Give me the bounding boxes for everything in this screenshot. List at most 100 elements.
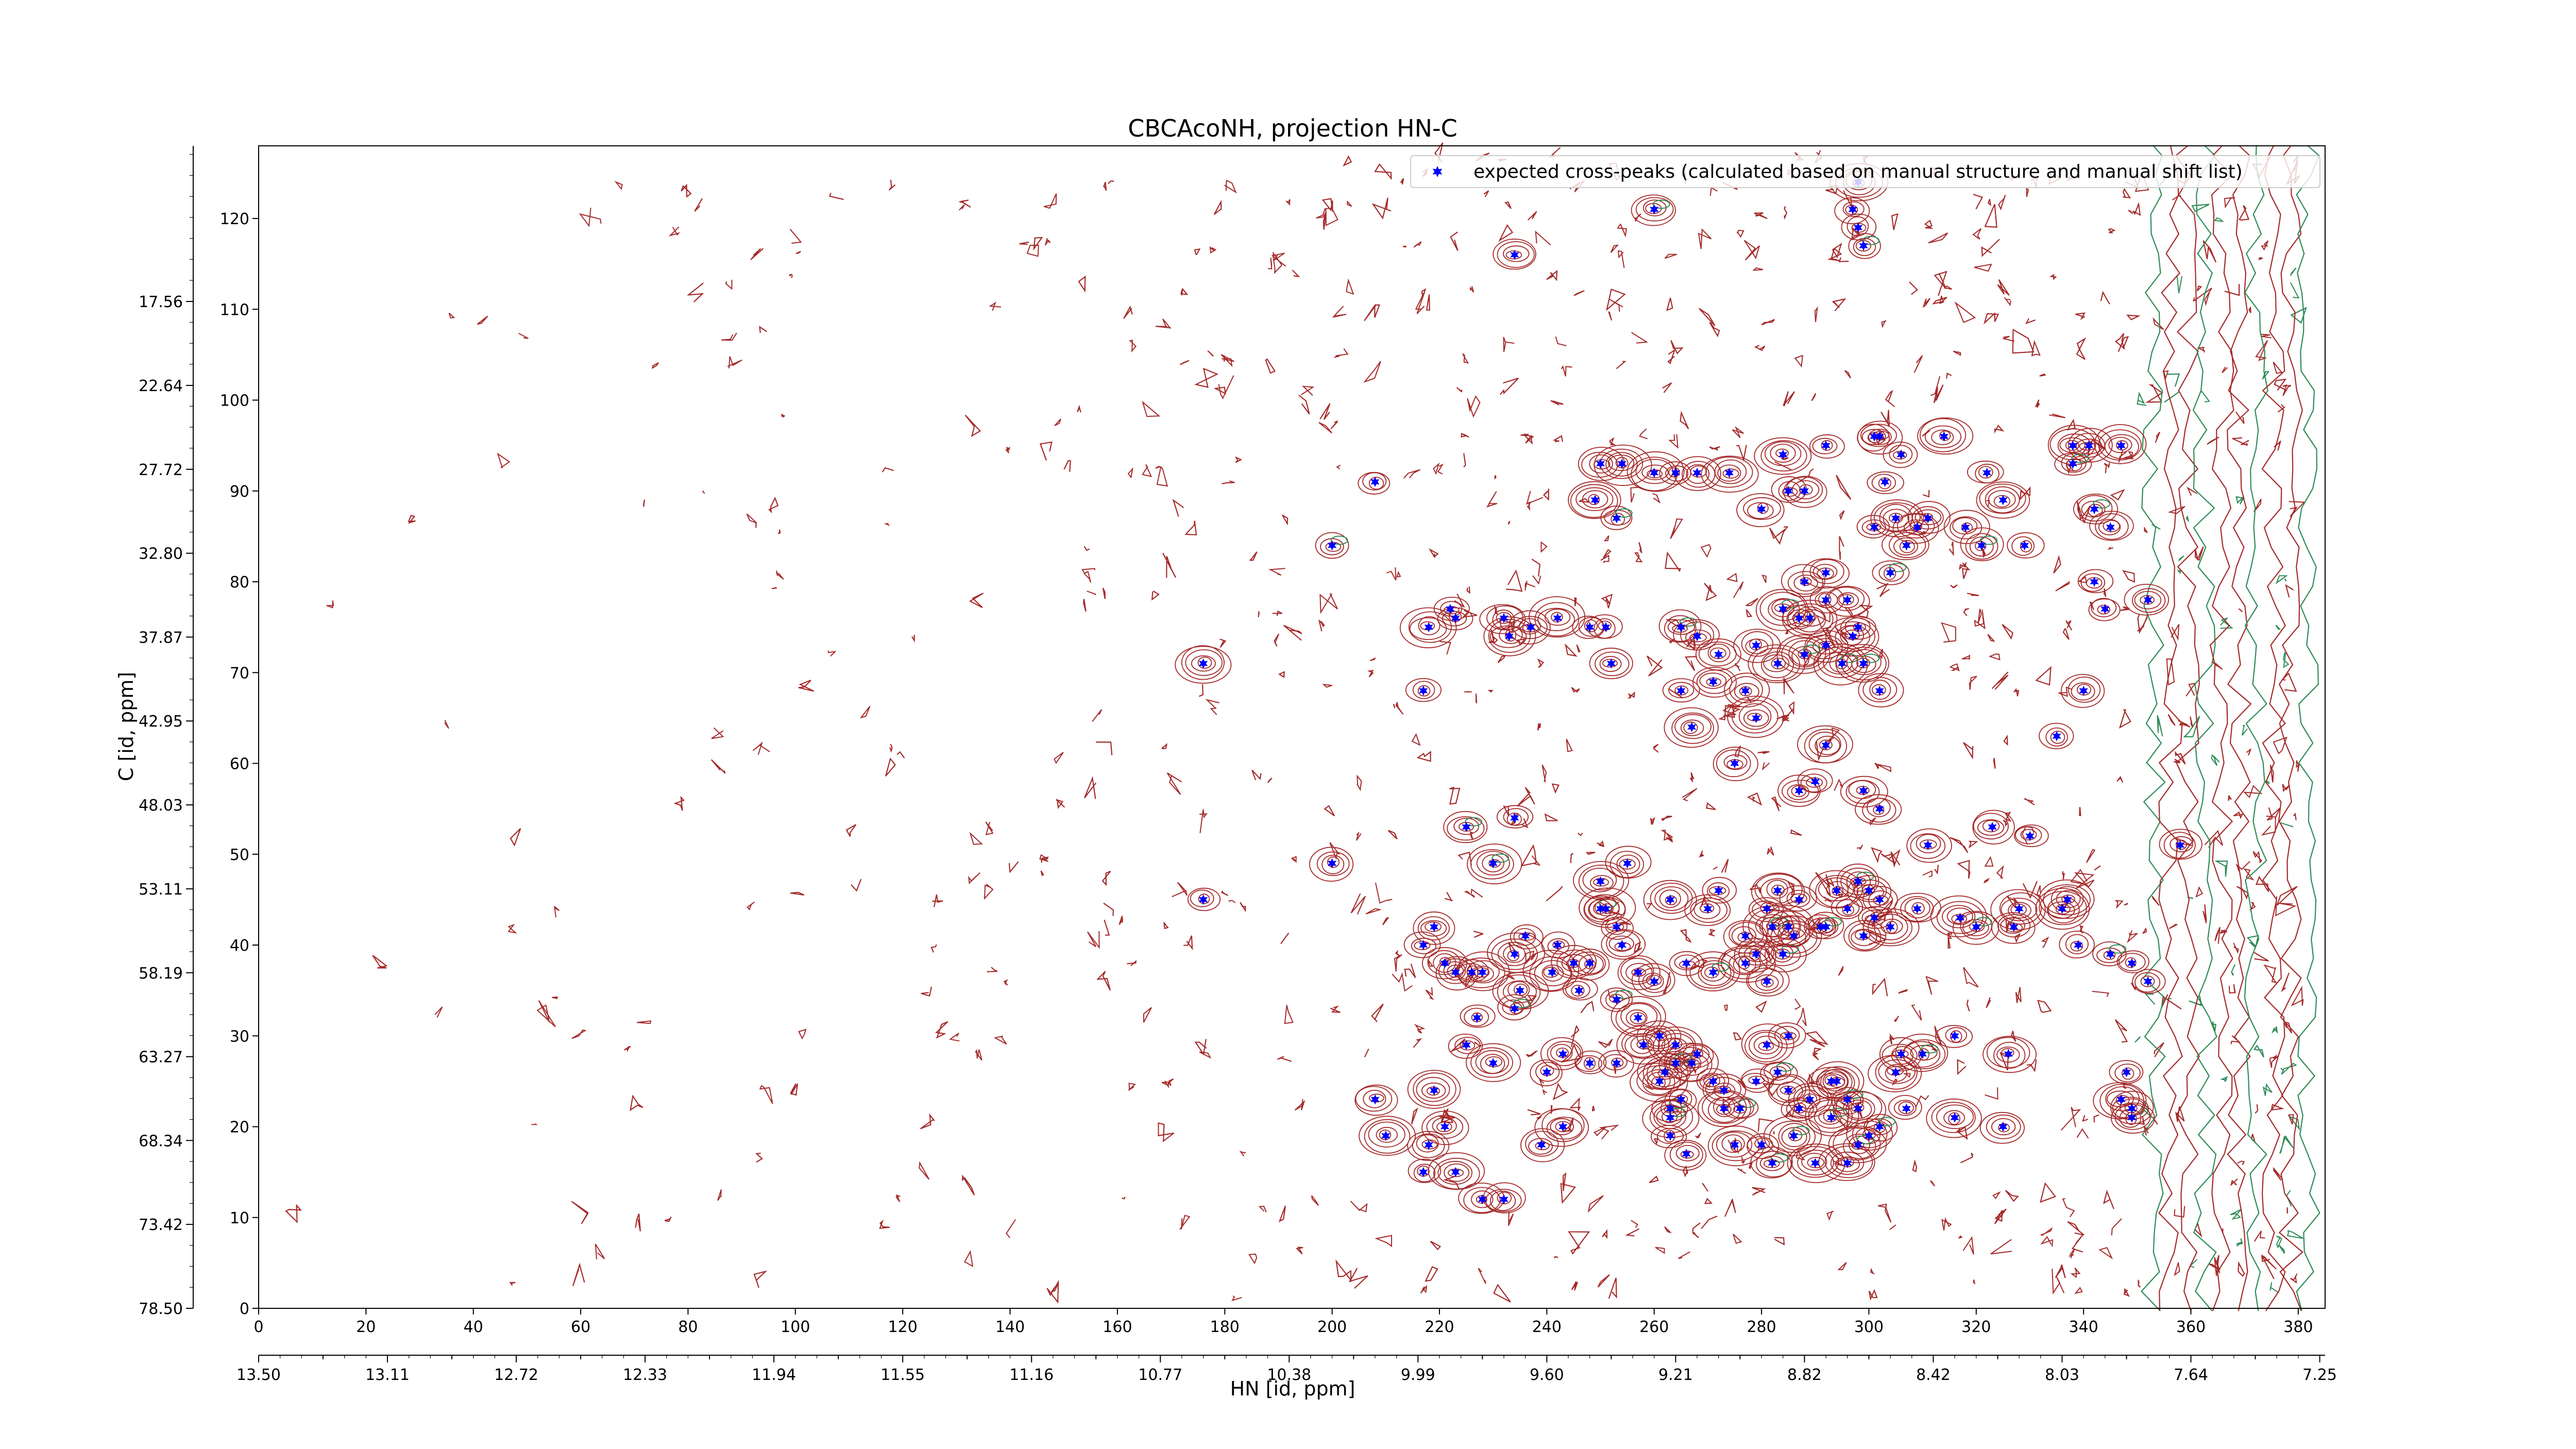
cross-peak-point	[1633, 1013, 1643, 1023]
noise-contour	[959, 204, 965, 211]
cross-peak-point	[1692, 1049, 1702, 1059]
cross-peak-point	[1510, 949, 1519, 959]
peak-contour	[2175, 839, 2187, 850]
peak-contour	[1770, 944, 1794, 963]
noise-contour	[1891, 213, 1899, 230]
peak-contour	[1698, 641, 1737, 667]
peak-contour	[1571, 985, 1585, 997]
noise-contour	[1554, 1256, 1558, 1259]
noise-contour	[1213, 386, 1226, 395]
cross-peak-point	[1805, 1094, 1815, 1105]
peak-contour	[1825, 617, 1879, 656]
noise-contour	[2269, 1282, 2279, 1293]
peak-contour	[1470, 849, 1514, 880]
cross-peak-point	[2020, 540, 2029, 551]
noise-contour	[1870, 1268, 1875, 1275]
noise-contour	[1050, 1284, 1058, 1292]
noise-contour	[1083, 570, 1092, 583]
noise-contour	[1984, 856, 1994, 867]
noise-contour	[1526, 491, 1544, 505]
peak-contour	[1492, 853, 1510, 863]
noise-contour	[1143, 1007, 1152, 1023]
noise-contour	[1972, 228, 1982, 240]
peak-contour	[1960, 527, 2004, 562]
cross-peak-point	[1585, 958, 1595, 969]
noise-contour	[888, 179, 896, 191]
noise-contour	[1280, 932, 1290, 944]
peak-contour	[1842, 201, 1865, 217]
noise-contour	[1346, 278, 1354, 295]
peak-contour	[2080, 573, 2106, 592]
peak-contour	[1354, 1084, 1398, 1116]
noise-contour	[1616, 361, 1626, 369]
peak-contour	[1781, 1097, 1818, 1122]
noise-contour	[2243, 868, 2255, 881]
noise-contour	[1977, 609, 1982, 624]
noise-contour	[1749, 883, 1761, 894]
peak-contour	[2039, 879, 2095, 919]
peak-contour	[1460, 1040, 1476, 1051]
peak-contour	[1416, 1076, 1450, 1102]
noise-contour	[1587, 1195, 1604, 1213]
noise-contour	[859, 705, 871, 718]
peak-contour	[1898, 1101, 1914, 1115]
noise-contour	[1336, 465, 1341, 469]
cross-peak-point	[1488, 1058, 1498, 1069]
noise-contour	[1426, 294, 1430, 311]
peak-contour	[1818, 1143, 1875, 1181]
peak-contour	[1829, 1107, 1848, 1117]
cross-peak-point	[1773, 885, 1782, 896]
noise-contour	[1699, 308, 1716, 326]
noise-contour	[2202, 904, 2207, 923]
noise-contour	[1638, 542, 1642, 553]
noise-contour	[1752, 796, 1756, 802]
peak-contour	[1969, 536, 1994, 557]
x-index-tick-label: 100	[781, 1318, 810, 1336]
peak-contour	[1774, 1025, 1800, 1045]
noise-contour	[1371, 197, 1392, 220]
noise-contour	[1649, 1175, 1659, 1183]
peak-contour	[2170, 836, 2194, 853]
noise-contour	[1343, 155, 1352, 166]
cross-peak-point	[1451, 967, 1460, 978]
cross-peak-point	[1843, 595, 1852, 605]
noise-contour	[2049, 274, 2057, 280]
noise-contour	[1841, 632, 1849, 644]
cross-peak-point	[1794, 613, 1804, 624]
noise-contour	[1619, 921, 1631, 925]
peak-contour	[2109, 944, 2127, 954]
noise-contour	[1662, 382, 1672, 393]
noise-contour	[984, 884, 994, 900]
noise-contour	[1686, 639, 1693, 648]
peak-contour	[1363, 1089, 1386, 1108]
noise-contour	[1319, 403, 1331, 420]
peak-contour	[1782, 599, 1838, 638]
peak-contour	[2118, 953, 2146, 971]
peak-contour	[1556, 949, 1594, 977]
noise-contour	[510, 828, 521, 847]
noise-contour	[408, 515, 416, 524]
peak-contour	[1832, 886, 1844, 896]
cross-peak-point	[1708, 1076, 1718, 1087]
noise-contour	[1997, 279, 2010, 296]
cross-peak-point	[1875, 1121, 1884, 1132]
x-index-tick-label: 220	[1425, 1318, 1454, 1336]
cross-peak-point	[1902, 540, 1911, 551]
cross-peak-point	[1741, 931, 1750, 941]
peak-contour	[1754, 873, 1803, 906]
peak-contour	[1848, 233, 1881, 259]
noise-contour	[1454, 593, 1465, 608]
peak-contour	[1845, 205, 1858, 215]
cross-peak-point	[1510, 1003, 1519, 1014]
cross-peak-point	[1462, 1039, 1471, 1050]
noise-contour	[1400, 178, 1404, 184]
peak-contour	[2067, 428, 2113, 463]
cross-peak-point	[1446, 603, 1455, 614]
peak-contour	[1630, 1012, 1647, 1024]
noise-contour	[1497, 655, 1506, 663]
peak-contour	[1669, 1089, 1692, 1108]
peak-contour	[2045, 727, 2069, 747]
noise-contour	[711, 759, 726, 774]
noise-contour	[1655, 1246, 1665, 1254]
peak-contour	[1916, 834, 1941, 854]
